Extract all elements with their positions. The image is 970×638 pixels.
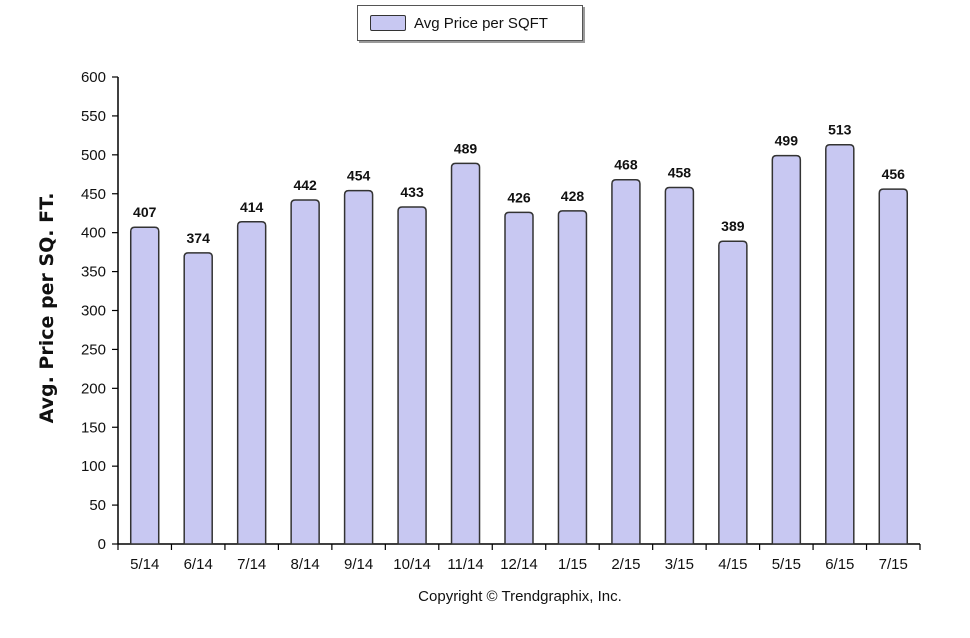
y-tick-label: 250: [81, 341, 106, 358]
y-tick-label: 150: [81, 419, 106, 436]
copyright-footnote: Copyright © Trendgraphix, Inc.: [418, 588, 622, 605]
x-tick-label: 5/15: [772, 556, 801, 573]
bar: [343, 189, 374, 545]
y-tick-label: 550: [81, 108, 106, 125]
data-label: 442: [293, 177, 317, 193]
bar: [397, 206, 427, 545]
x-tick-label: 4/15: [718, 556, 747, 573]
bar: [236, 221, 267, 545]
y-tick-label: 50: [89, 497, 106, 514]
bar: [504, 211, 534, 545]
data-label: 389: [721, 218, 745, 234]
data-label: 428: [561, 188, 585, 204]
bar: [611, 178, 641, 545]
bar: [450, 162, 481, 545]
y-tick-label: 400: [81, 225, 106, 242]
y-axis-title: Avg. Price per SQ. FT.: [36, 192, 58, 424]
bar: [183, 252, 213, 545]
data-label: 374: [187, 230, 211, 246]
bar: [290, 199, 320, 545]
data-label: 499: [775, 133, 799, 149]
x-tick-label: 7/14: [237, 556, 266, 573]
y-tick-label: 600: [81, 69, 106, 86]
x-tick-label: 6/15: [825, 556, 854, 573]
legend: Avg Price per SQFT: [357, 5, 583, 41]
x-tick-label: 1/15: [558, 556, 587, 573]
data-label: 407: [133, 204, 157, 220]
x-tick-label: 3/15: [665, 556, 694, 573]
x-tick-label: 2/15: [611, 556, 640, 573]
x-tick-label: 5/14: [130, 556, 159, 573]
bar: [878, 188, 909, 545]
y-tick-label: 100: [81, 458, 106, 475]
bar: [771, 154, 802, 545]
bar: [664, 186, 695, 545]
data-label: 458: [668, 165, 692, 181]
data-label: 468: [614, 157, 638, 173]
y-tick-label: 200: [81, 380, 106, 397]
y-tick-label: 300: [81, 303, 106, 320]
x-tick-label: 11/14: [447, 556, 483, 573]
x-tick-label: 9/14: [344, 556, 373, 573]
y-tick-label: 350: [81, 264, 106, 281]
bar: [718, 240, 748, 545]
legend-swatch: [370, 15, 406, 31]
x-tick-label: 12/14: [500, 556, 538, 573]
bar: [129, 226, 160, 545]
data-label: 454: [347, 168, 371, 184]
data-label: 489: [454, 140, 478, 156]
legend-label: Avg Price per SQFT: [414, 14, 548, 32]
data-label: 414: [240, 199, 264, 215]
data-label: 513: [828, 122, 852, 138]
bar: [825, 143, 855, 545]
x-tick-label: 7/15: [879, 556, 908, 573]
data-label: 433: [400, 184, 424, 200]
x-tick-label: 10/14: [393, 556, 431, 573]
y-tick-label: 0: [98, 536, 106, 553]
x-tick-label: 8/14: [291, 556, 320, 573]
x-tick-label: 6/14: [184, 556, 213, 573]
y-tick-label: 500: [81, 147, 106, 164]
data-label: 456: [882, 166, 906, 182]
bar: [557, 210, 588, 545]
y-tick-label: 450: [81, 186, 106, 203]
data-label: 426: [507, 189, 531, 205]
